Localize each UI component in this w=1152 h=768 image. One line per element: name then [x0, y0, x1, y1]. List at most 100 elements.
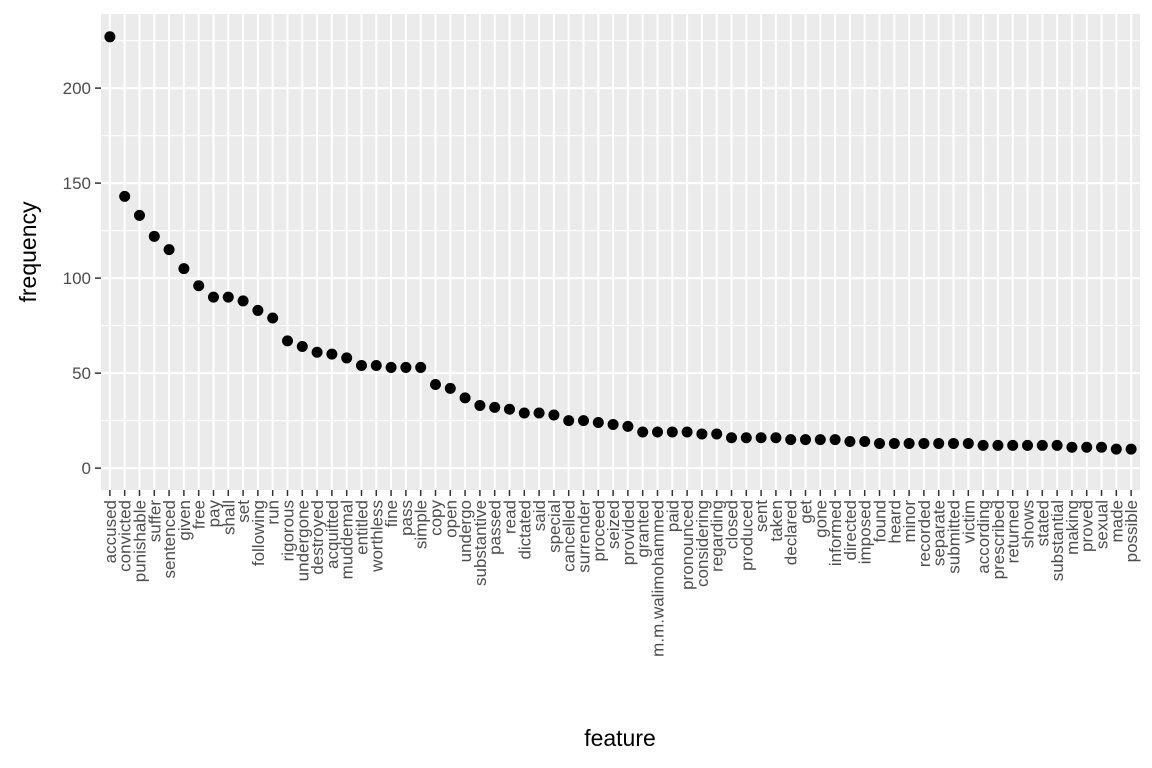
x-tick-label: found: [871, 500, 890, 543]
x-tick-label: m.m.walimohammed: [649, 500, 668, 657]
x-tick-label: heard: [885, 500, 904, 543]
x-tick-label: copy: [426, 500, 445, 536]
x-tick-label: informed: [826, 500, 845, 566]
x-tick-label: dictated: [515, 500, 534, 560]
data-point-directed: [844, 436, 856, 448]
x-tick-label: pronounced: [678, 500, 697, 590]
data-point-entitled: [355, 360, 367, 372]
data-point-open: [444, 382, 456, 394]
data-point-found: [874, 437, 886, 449]
x-tick-label: given: [175, 500, 194, 541]
data-point-accused: [104, 31, 116, 43]
x-tick-label: convicted: [116, 500, 135, 572]
y-tick-label: 0: [82, 459, 91, 478]
x-tick-label: separate: [930, 500, 949, 566]
x-tick-label: returned: [1004, 500, 1023, 563]
data-point-informed: [829, 434, 841, 446]
data-point-acquitted: [326, 348, 338, 360]
data-points: [104, 31, 1137, 455]
x-tick-label: free: [190, 500, 209, 529]
x-axis: accusedconvictedpunishablesuffersentence…: [101, 490, 1141, 657]
data-point-submitted: [948, 437, 960, 449]
x-tick-label: stated: [1033, 500, 1052, 546]
x-tick-label: victim: [959, 500, 978, 543]
y-tick-label: 50: [72, 364, 91, 383]
x-tick-label: provided: [619, 500, 638, 565]
data-point-considering: [696, 428, 708, 440]
x-tick-label: open: [441, 500, 460, 538]
x-tick-label: proceed: [589, 500, 608, 561]
x-tick-label: worthless: [367, 500, 386, 573]
x-tick-label: produced: [737, 500, 756, 571]
x-tick-label: entitled: [352, 500, 371, 555]
data-point-muddemal: [341, 352, 353, 364]
y-axis: 0 50 100 150 200: [63, 79, 101, 478]
data-point-given: [178, 263, 190, 275]
data-point-pass: [400, 361, 412, 373]
data-point-simple: [415, 361, 427, 373]
x-tick-label: suffer: [145, 500, 164, 543]
data-point-according: [977, 439, 989, 451]
data-point-prescribed: [992, 439, 1004, 451]
x-tick-label: substantive: [471, 500, 490, 586]
data-point-undergo: [459, 392, 471, 404]
y-tick-label: 100: [63, 269, 91, 288]
x-tick-label: set: [234, 500, 253, 523]
data-point-taken: [770, 432, 782, 444]
data-point-pay: [207, 291, 219, 303]
x-tick-label: minor: [900, 500, 919, 543]
y-tick-label: 150: [63, 174, 91, 193]
x-tick-label: seized: [604, 500, 623, 549]
data-point-paid: [666, 426, 678, 438]
x-tick-label: simple: [412, 500, 431, 549]
data-point-made: [1110, 443, 1122, 455]
x-tick-label: special: [545, 500, 564, 553]
data-point-cancelled: [563, 415, 575, 427]
data-point-punishable: [133, 209, 145, 221]
x-tick-label: gone: [811, 500, 830, 538]
x-tick-label: proved: [1078, 500, 1097, 552]
data-point-produced: [740, 432, 752, 444]
x-tick-label: regarding: [708, 500, 727, 572]
data-point-regarding: [711, 428, 723, 440]
x-tick-label: muddemal: [338, 500, 357, 579]
x-tick-label: undergone: [293, 500, 312, 581]
data-point-substantive: [474, 399, 486, 411]
data-point-rigorous: [281, 335, 293, 347]
x-tick-label: acquitted: [323, 500, 342, 569]
x-tick-label: read: [500, 500, 519, 534]
y-axis-title: frequency: [15, 201, 41, 303]
x-tick-label: punishable: [130, 500, 149, 582]
x-tick-label: said: [530, 500, 549, 531]
x-tick-label: closed: [723, 500, 742, 549]
x-tick-label: surrender: [574, 500, 593, 573]
data-point-sexual: [1096, 441, 1108, 453]
x-tick-label: shall: [219, 500, 238, 535]
data-point-declared: [785, 434, 797, 446]
data-point-stated: [1036, 439, 1048, 451]
data-point-following: [252, 304, 264, 316]
x-tick-label: recorded: [915, 500, 934, 567]
x-tick-label: sentenced: [160, 500, 179, 578]
data-point-read: [503, 403, 515, 415]
data-point-fine: [385, 361, 397, 373]
data-point-separate: [933, 437, 945, 449]
x-tick-label: pay: [204, 500, 223, 528]
minor-gridlines: [101, 40, 1140, 422]
x-tick-label: paid: [663, 500, 682, 532]
data-point-destroyed: [311, 346, 323, 358]
x-tick-label: substantial: [1048, 500, 1067, 581]
data-point-m.m.walimohammed: [652, 426, 664, 438]
data-point-pronounced: [681, 426, 693, 438]
data-point-copy: [429, 379, 441, 391]
x-tick-label: run: [264, 500, 283, 525]
data-point-worthless: [370, 360, 382, 372]
x-tick-label: following: [249, 500, 268, 566]
data-point-heard: [888, 437, 900, 449]
x-tick-label: declared: [782, 500, 801, 565]
data-point-minor: [903, 437, 915, 449]
x-axis-title: feature: [584, 725, 656, 751]
x-tick-label: rigorous: [278, 500, 297, 561]
data-point-special: [548, 409, 560, 421]
data-point-surrender: [577, 415, 589, 427]
